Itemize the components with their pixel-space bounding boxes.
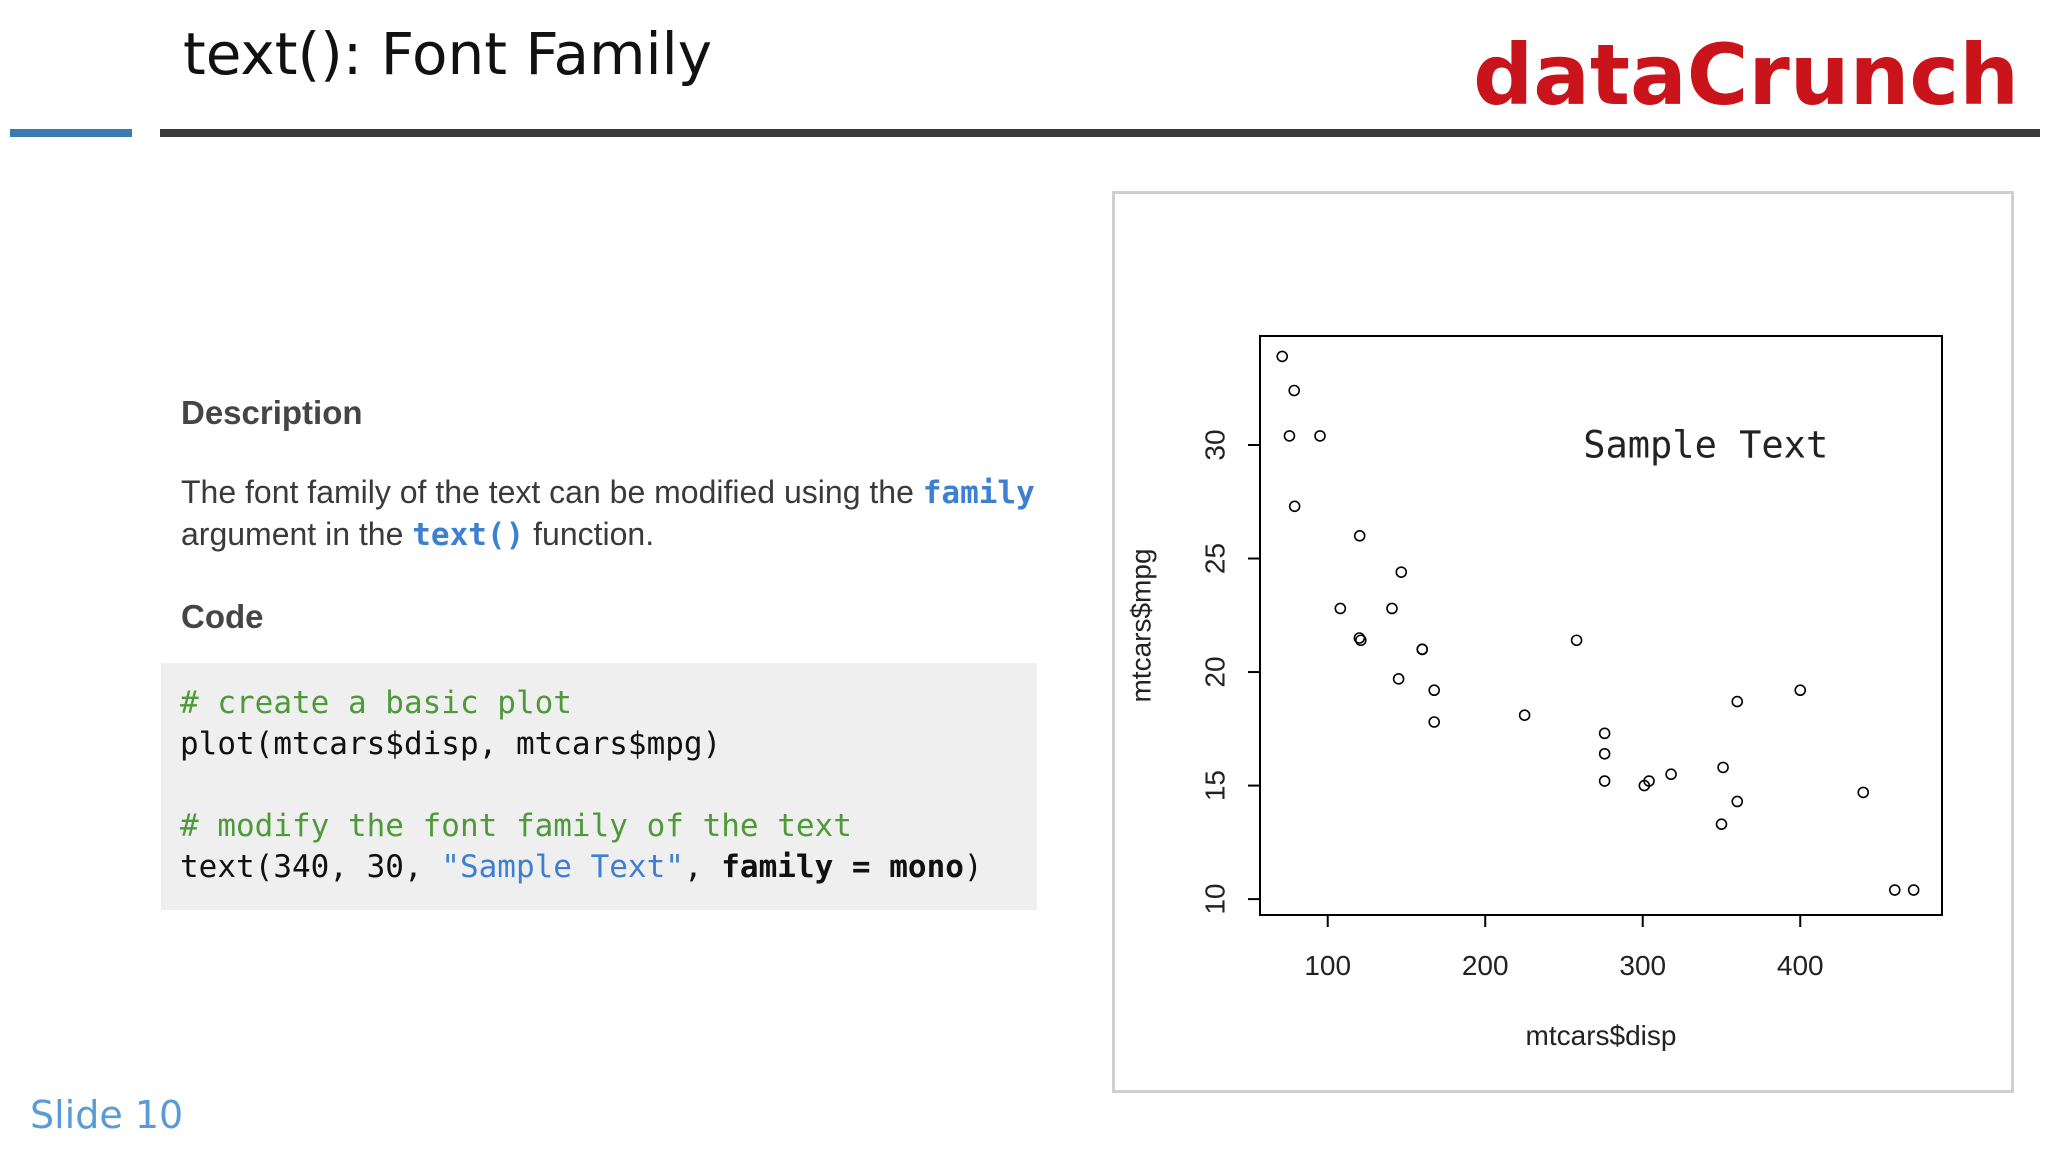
data-point xyxy=(1888,884,1901,896)
code-line-text: text(340, 30, "Sample Text", family = mo… xyxy=(180,847,1037,888)
data-point xyxy=(1416,643,1429,656)
code-text-call: text(340, 30, xyxy=(180,849,442,885)
description-heading: Description xyxy=(181,394,363,431)
y-tick-label: 15 xyxy=(1200,770,1231,801)
brand-logo: dataCrunch xyxy=(1473,26,2019,124)
data-point xyxy=(1907,884,1920,896)
code-blank-line xyxy=(180,765,1037,806)
scatter-plot: 100 200 300 400 10 15 20 25 30 mtcars$disp mtcars$… xyxy=(1126,335,1943,1051)
code-comma: , xyxy=(683,849,722,885)
code-line-plot: plot(mtcars$disp, mtcars$mpg) xyxy=(180,726,722,762)
header-accent-rule xyxy=(10,129,132,137)
data-point xyxy=(1598,775,1611,787)
x-axis-label: mtcars$disp xyxy=(1526,1020,1677,1051)
code-string-literal: "Sample Text" xyxy=(441,849,684,885)
x-tick-label: 300 xyxy=(1619,950,1666,981)
code-mono-value: mono xyxy=(889,849,964,885)
y-tick-label: 30 xyxy=(1200,429,1231,460)
slide-number: Slide 10 xyxy=(30,1093,184,1137)
data-point xyxy=(1715,818,1728,830)
data-point xyxy=(1392,673,1405,685)
code-heading: Code xyxy=(181,598,264,635)
description-text-part3: function. xyxy=(533,516,655,552)
data-point xyxy=(1283,430,1296,442)
code-equals: = xyxy=(833,849,890,885)
data-point xyxy=(1428,684,1441,697)
slide-title: text(): Font Family xyxy=(183,20,713,88)
data-point xyxy=(1570,634,1583,647)
code-family-arg: family xyxy=(721,849,834,885)
data-point xyxy=(1598,727,1611,740)
code-close-paren: ) xyxy=(963,849,983,885)
family-keyword: family xyxy=(922,475,1035,511)
data-point xyxy=(1794,684,1807,697)
y-axis-label: mtcars$mpg xyxy=(1126,548,1157,702)
code-comment-1: # create a basic plot xyxy=(180,685,572,721)
sample-text-annotation: Sample Text xyxy=(1583,423,1828,466)
data-point xyxy=(1288,500,1301,513)
text-function-keyword: text() xyxy=(412,517,525,553)
x-tick-label: 400 xyxy=(1777,950,1824,981)
code-comment-2: # modify the font family of the text xyxy=(180,808,852,844)
data-point xyxy=(1395,566,1408,578)
data-point xyxy=(1665,768,1677,781)
data-point xyxy=(1353,530,1366,542)
header-divider xyxy=(160,129,2040,137)
plot-box xyxy=(1259,335,1943,916)
description-text-part1: The font family of the text can be modif… xyxy=(181,474,914,510)
code-block: # create a basic plot plot(mtcars$disp, m… xyxy=(161,663,1037,910)
data-point xyxy=(1314,430,1326,442)
data-point xyxy=(1598,747,1611,760)
y-tick-label: 20 xyxy=(1200,656,1231,687)
data-point xyxy=(1731,695,1744,708)
x-tick-label: 100 xyxy=(1304,950,1351,981)
data-point xyxy=(1355,634,1367,647)
description-text: The font family of the text can be modif… xyxy=(181,472,1041,556)
x-tick-label: 200 xyxy=(1462,950,1509,981)
data-point xyxy=(1717,761,1729,774)
data-point xyxy=(1386,602,1398,615)
y-tick-label: 10 xyxy=(1200,884,1231,915)
description-text-part2: argument in the xyxy=(181,516,404,552)
data-point xyxy=(1518,709,1531,721)
data-point xyxy=(1857,786,1870,799)
plot-frame: 100 200 300 400 10 15 20 25 30 mtcars$disp mtcars$… xyxy=(1112,191,2014,1093)
data-point xyxy=(1276,350,1289,363)
data-point xyxy=(1334,602,1347,615)
y-tick-label: 25 xyxy=(1200,543,1231,574)
data-point xyxy=(1428,716,1441,728)
data-point xyxy=(1288,384,1300,397)
data-point xyxy=(1638,779,1651,792)
data-point xyxy=(1731,795,1744,808)
